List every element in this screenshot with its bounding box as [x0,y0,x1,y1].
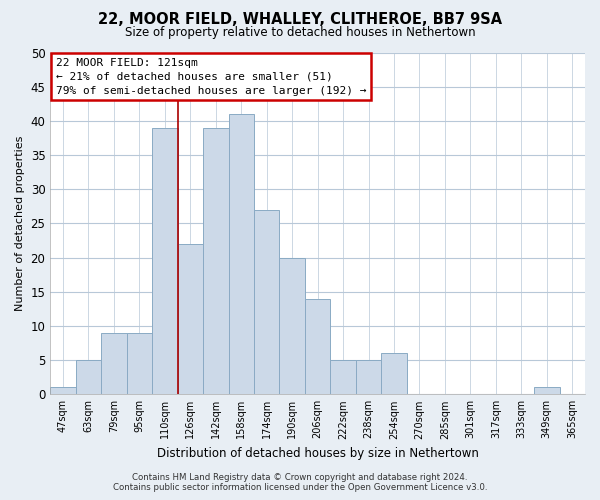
Bar [280,258,305,394]
Bar [178,244,203,394]
Text: Contains HM Land Registry data © Crown copyright and database right 2024.
Contai: Contains HM Land Registry data © Crown c… [113,473,487,492]
Bar [101,333,127,394]
Bar [331,360,356,394]
Bar [229,114,254,394]
Bar [382,354,407,395]
Bar [203,128,229,394]
X-axis label: Distribution of detached houses by size in Nethertown: Distribution of detached houses by size … [157,447,479,460]
Y-axis label: Number of detached properties: Number of detached properties [15,136,25,311]
Bar [356,360,382,394]
Text: 22 MOOR FIELD: 121sqm
← 21% of detached houses are smaller (51)
79% of semi-deta: 22 MOOR FIELD: 121sqm ← 21% of detached … [56,58,366,96]
Bar [76,360,101,394]
Text: Size of property relative to detached houses in Nethertown: Size of property relative to detached ho… [125,26,475,39]
Bar [254,210,280,394]
Bar [127,333,152,394]
Bar [534,388,560,394]
Text: 22, MOOR FIELD, WHALLEY, CLITHEROE, BB7 9SA: 22, MOOR FIELD, WHALLEY, CLITHEROE, BB7 … [98,12,502,28]
Bar [305,298,331,394]
Bar [50,388,76,394]
Bar [152,128,178,394]
